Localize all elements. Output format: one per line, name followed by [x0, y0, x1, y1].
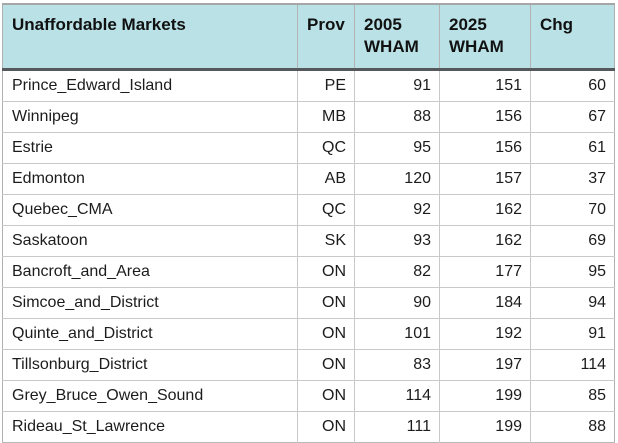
cell-market: Winnipeg [2, 101, 298, 133]
cell-prov: AB [297, 163, 355, 195]
table-row: Prince_Edward_Island PE 91 151 60 [2, 69, 615, 102]
cell-prov: MB [297, 101, 355, 133]
cell-chg: 95 [530, 256, 615, 288]
cell-2005-wham: 111 [354, 411, 440, 443]
cell-2025-wham: 156 [439, 132, 531, 164]
cell-prov: QC [297, 194, 355, 226]
col-header-chg: Chg [530, 4, 615, 71]
cell-chg: 91 [530, 318, 615, 350]
cell-chg: 37 [530, 163, 615, 195]
cell-chg: 69 [530, 225, 615, 257]
table-row: Estrie QC 95 156 61 [2, 132, 615, 164]
cell-2025-wham: 151 [439, 69, 531, 102]
cell-2005-wham: 114 [354, 380, 440, 412]
col-header-unaffordable-markets: Unaffordable Markets [2, 4, 298, 71]
table-row: Saskatoon SK 93 162 69 [2, 225, 615, 257]
cell-market: Edmonton [2, 163, 298, 195]
cell-2005-wham: 83 [354, 349, 440, 381]
table-row: Quinte_and_District ON 101 192 91 [2, 318, 615, 350]
cell-2005-wham: 90 [354, 287, 440, 319]
cell-market: Simcoe_and_District [2, 287, 298, 319]
cell-2025-wham: 199 [439, 380, 531, 412]
cell-2025-wham: 177 [439, 256, 531, 288]
cell-market: Quebec_CMA [2, 194, 298, 226]
cell-2005-wham: 88 [354, 101, 440, 133]
cell-chg: 60 [530, 69, 615, 102]
cell-prov: ON [297, 380, 355, 412]
unaffordable-markets-table-container: Unaffordable Markets Prov 2005 WHAM 2025… [2, 3, 615, 443]
cell-chg: 114 [530, 349, 615, 381]
cell-prov: SK [297, 225, 355, 257]
cell-2025-wham: 162 [439, 225, 531, 257]
cell-prov: PE [297, 69, 355, 102]
cell-2005-wham: 91 [354, 69, 440, 102]
cell-2005-wham: 95 [354, 132, 440, 164]
cell-chg: 85 [530, 380, 615, 412]
cell-market: Bancroft_and_Area [2, 256, 298, 288]
cell-2025-wham: 192 [439, 318, 531, 350]
cell-prov: ON [297, 349, 355, 381]
cell-prov: QC [297, 132, 355, 164]
table-row: Quebec_CMA QC 92 162 70 [2, 194, 615, 226]
cell-2005-wham: 101 [354, 318, 440, 350]
cell-2025-wham: 157 [439, 163, 531, 195]
cell-2025-wham: 156 [439, 101, 531, 133]
cell-market: Saskatoon [2, 225, 298, 257]
cell-prov: ON [297, 318, 355, 350]
cell-2005-wham: 92 [354, 194, 440, 226]
cell-market: Quinte_and_District [2, 318, 298, 350]
cell-2025-wham: 162 [439, 194, 531, 226]
table-row: Rideau_St_Lawrence ON 111 199 88 [2, 411, 615, 443]
cell-prov: ON [297, 411, 355, 443]
table-row: Simcoe_and_District ON 90 184 94 [2, 287, 615, 319]
table-row: Winnipeg MB 88 156 67 [2, 101, 615, 133]
cell-2025-wham: 184 [439, 287, 531, 319]
cell-market: Grey_Bruce_Owen_Sound [2, 380, 298, 412]
cell-chg: 61 [530, 132, 615, 164]
table-row: Edmonton AB 120 157 37 [2, 163, 615, 195]
cell-chg: 70 [530, 194, 615, 226]
cell-2005-wham: 82 [354, 256, 440, 288]
cell-chg: 88 [530, 411, 615, 443]
cell-market: Rideau_St_Lawrence [2, 411, 298, 443]
cell-market: Tillsonburg_District [2, 349, 298, 381]
cell-2005-wham: 93 [354, 225, 440, 257]
table-row: Bancroft_and_Area ON 82 177 95 [2, 256, 615, 288]
cell-market: Prince_Edward_Island [2, 69, 298, 102]
cell-chg: 67 [530, 101, 615, 133]
cell-2025-wham: 197 [439, 349, 531, 381]
cell-2025-wham: 199 [439, 411, 531, 443]
cell-market: Estrie [2, 132, 298, 164]
unaffordable-markets-table: Unaffordable Markets Prov 2005 WHAM 2025… [2, 3, 615, 443]
table-row: Tillsonburg_District ON 83 197 114 [2, 349, 615, 381]
col-header-2005-wham: 2005 WHAM [354, 4, 440, 71]
cell-2005-wham: 120 [354, 163, 440, 195]
cell-prov: ON [297, 287, 355, 319]
table-row: Grey_Bruce_Owen_Sound ON 114 199 85 [2, 380, 615, 412]
cell-chg: 94 [530, 287, 615, 319]
col-header-2025-wham: 2025 WHAM [439, 4, 531, 71]
cell-prov: ON [297, 256, 355, 288]
col-header-prov: Prov [297, 4, 355, 71]
header-row: Unaffordable Markets Prov 2005 WHAM 2025… [2, 4, 615, 71]
